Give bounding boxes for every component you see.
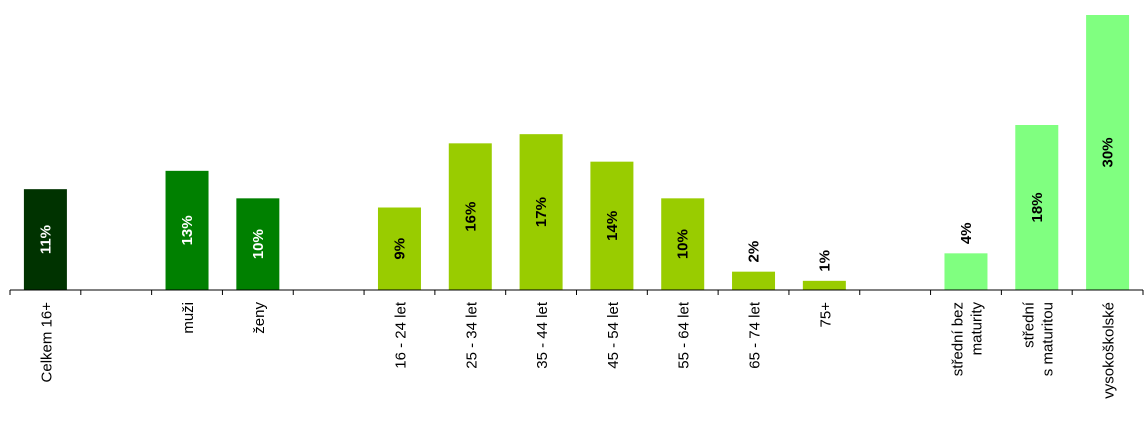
bar [448,143,492,290]
data-label: 2% [746,241,763,263]
category-label: 35 - 44 let [534,301,551,369]
category-label: 16 - 24 let [392,301,409,369]
category-label: 75+ [817,302,834,328]
bar [377,207,421,290]
data-label: 18% [1029,192,1046,222]
bar [519,134,563,290]
data-label: 4% [958,222,975,244]
category-label: maturity [968,302,985,356]
data-label: 1% [816,250,833,272]
category-label: muži [180,302,197,334]
bar [802,280,846,290]
data-label: 16% [462,202,479,232]
bar [23,189,67,290]
bar [1086,15,1130,290]
category-label: Celkem 16+ [38,302,55,383]
data-label: 10% [250,229,267,259]
bar [732,271,776,290]
bar [1015,125,1059,290]
category-label: 55 - 64 let [676,301,693,369]
category-label: 65 - 74 let [747,301,764,369]
x-axis [9,289,1144,295]
bar [236,198,280,290]
category-label: vysokoškolské [1101,302,1118,399]
bars-group [23,15,1130,290]
category-label: střední [1020,301,1037,348]
bar [590,161,634,290]
category-labels-group: Celkem 16+ muži ženy 16 - 24 let 25 - 34 let… [38,301,1117,399]
data-label: 13% [179,215,196,245]
category-label: střední bez [949,302,966,376]
data-label: 9% [391,238,408,260]
category-label: s maturitou [1039,302,1056,376]
category-label: ženy [251,302,268,334]
category-label: 25 - 34 let [463,301,480,369]
category-label: 45 - 54 let [605,301,622,369]
data-label: 10% [675,229,692,259]
data-label: 14% [604,211,621,241]
data-label: 17% [533,197,550,227]
bar [944,253,988,290]
bar [661,198,705,290]
data-labels-group: 11% 13% 10% 9% 16% 17% 14% 10% 2% 1% 4% 18% 30% [37,137,1116,271]
bar [165,170,209,290]
data-label: 11% [37,225,54,254]
data-label: 30% [1100,137,1117,167]
